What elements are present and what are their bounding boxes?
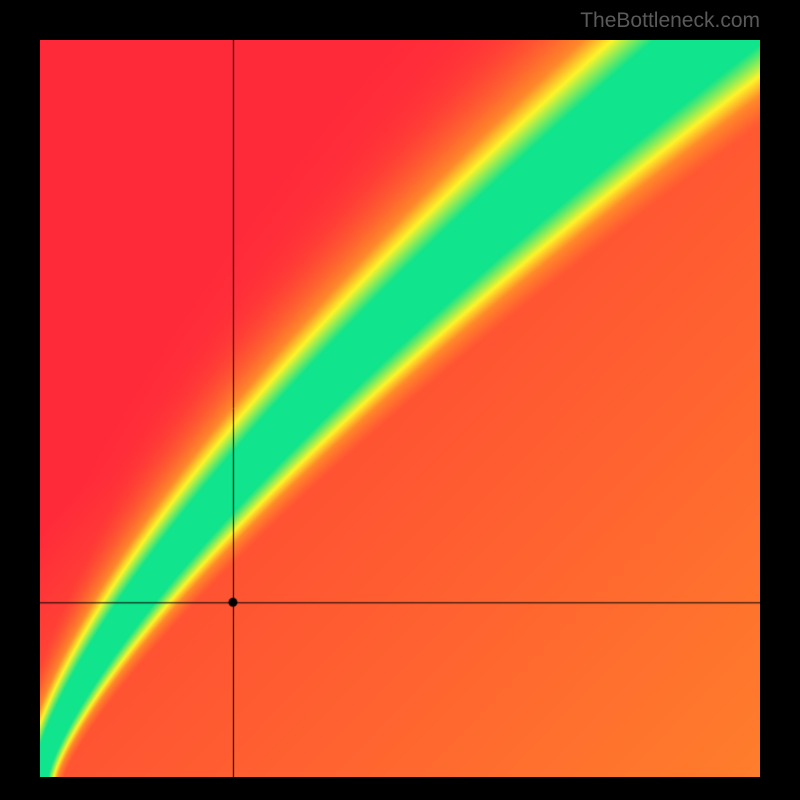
watermark-text: TheBottleneck.com xyxy=(580,9,760,33)
bottleneck-heatmap xyxy=(40,40,760,777)
